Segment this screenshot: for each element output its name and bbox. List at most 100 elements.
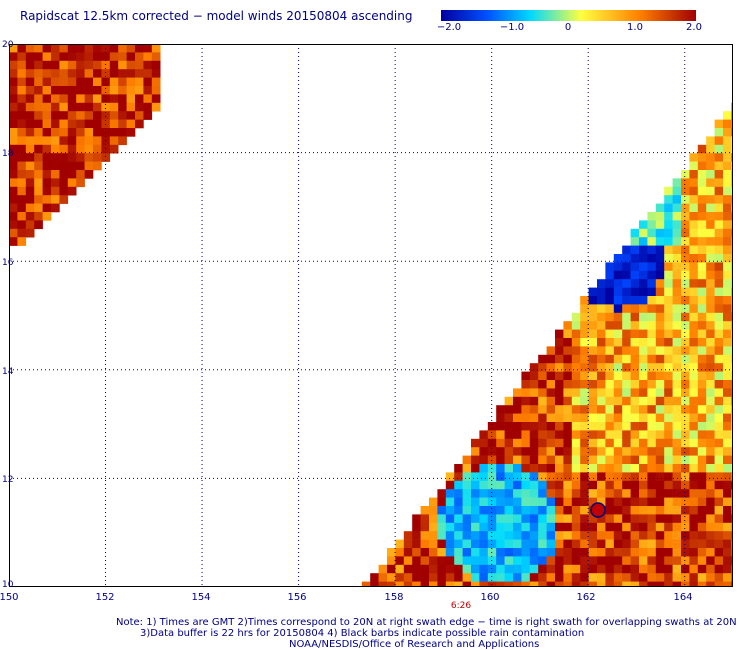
wind-cell (571, 573, 581, 582)
wind-cell (513, 573, 522, 582)
wind-cell (672, 312, 682, 322)
wind-cell (84, 77, 94, 87)
wind-cell (697, 388, 707, 398)
wind-cell (647, 312, 657, 322)
wind-cell (664, 354, 673, 364)
wind-cell (697, 380, 707, 389)
wind-cell (723, 136, 732, 146)
wind-cell (445, 522, 455, 532)
lon-tick-label: 158 (384, 592, 404, 603)
wind-cell (580, 338, 589, 347)
wind-cell (580, 531, 589, 540)
lon-tick-label: 152 (95, 592, 115, 603)
wind-cell (689, 178, 699, 188)
wind-cell (588, 548, 598, 557)
wind-cell (529, 497, 539, 507)
wind-cell (664, 220, 673, 230)
wind-cell (664, 472, 673, 482)
wind-cell (34, 119, 43, 129)
wind-cell (605, 371, 615, 381)
wind-cell (513, 497, 522, 507)
wind-cell (672, 548, 682, 557)
wind-cell (630, 338, 640, 347)
wind-cell (588, 371, 598, 381)
wind-cell (101, 111, 111, 120)
wind-cell (513, 472, 522, 482)
wind-cell (109, 52, 119, 62)
wind-cell (655, 413, 665, 423)
wind-cell (151, 60, 161, 70)
wind-cell (462, 539, 472, 549)
wind-cell (664, 312, 673, 322)
wind-cell (622, 422, 631, 431)
wind-cell (714, 254, 724, 263)
wind-cell (706, 346, 715, 356)
wind-cell (546, 489, 556, 498)
wind-cell (571, 438, 581, 448)
wind-cell (126, 86, 136, 95)
wind-cell (101, 60, 111, 70)
wind-cell (639, 371, 648, 381)
wind-cell (622, 296, 631, 305)
wind-cell (689, 245, 699, 255)
wind-cell (109, 136, 119, 146)
wind-cell (613, 573, 623, 582)
wind-cell (706, 304, 715, 314)
wind-cell (689, 514, 699, 524)
wind-cell (571, 472, 581, 482)
wind-cell (378, 573, 388, 582)
wind-cell (681, 262, 690, 272)
wind-cell (681, 279, 690, 288)
wind-cell (613, 270, 623, 280)
wind-cell (697, 472, 707, 482)
wind-cell (655, 329, 665, 339)
wind-cell (613, 338, 623, 347)
wind-cell (93, 102, 102, 112)
wind-cell (59, 111, 69, 120)
wind-cell (723, 531, 732, 540)
wind-cell (84, 44, 94, 53)
wind-cell (697, 312, 707, 322)
wind-cell (42, 86, 52, 95)
wind-cell (689, 237, 699, 246)
wind-cell (647, 489, 657, 498)
wind-cell (496, 497, 505, 507)
wind-cell (706, 321, 715, 330)
wind-cell (571, 531, 581, 540)
wind-cell (504, 455, 514, 465)
wind-cell (681, 539, 690, 549)
wind-cell (462, 548, 472, 557)
wind-cell (697, 564, 707, 574)
wind-cell (655, 363, 665, 372)
wind-cell (9, 77, 18, 87)
wind-cell (723, 186, 732, 196)
wind-cell (622, 480, 631, 490)
wind-cell (76, 102, 85, 112)
wind-cell (689, 161, 699, 171)
wind-cell (723, 438, 732, 448)
wind-cell (403, 573, 413, 582)
wind-cell (487, 514, 497, 524)
wind-cell (664, 573, 673, 582)
wind-cell (689, 220, 699, 230)
wind-cell (445, 514, 455, 524)
wind-cell (706, 195, 715, 204)
wind-cell (563, 556, 573, 566)
wind-cell (681, 464, 690, 473)
wind-cell (487, 422, 497, 431)
wind-cell (639, 514, 648, 524)
wind-cell (697, 539, 707, 549)
wind-cell (697, 287, 707, 297)
wind-cell (723, 178, 732, 188)
wind-cell (580, 480, 589, 490)
wind-cell (42, 161, 52, 171)
wind-cell (101, 94, 111, 104)
wind-cell (639, 506, 648, 515)
wind-cell (588, 312, 598, 322)
wind-cell (655, 237, 665, 246)
wind-cell (597, 447, 606, 456)
lat-tick-label: 18 (2, 149, 14, 159)
wind-cell (681, 228, 690, 238)
wind-cell (67, 52, 77, 62)
wind-cell (546, 363, 556, 372)
